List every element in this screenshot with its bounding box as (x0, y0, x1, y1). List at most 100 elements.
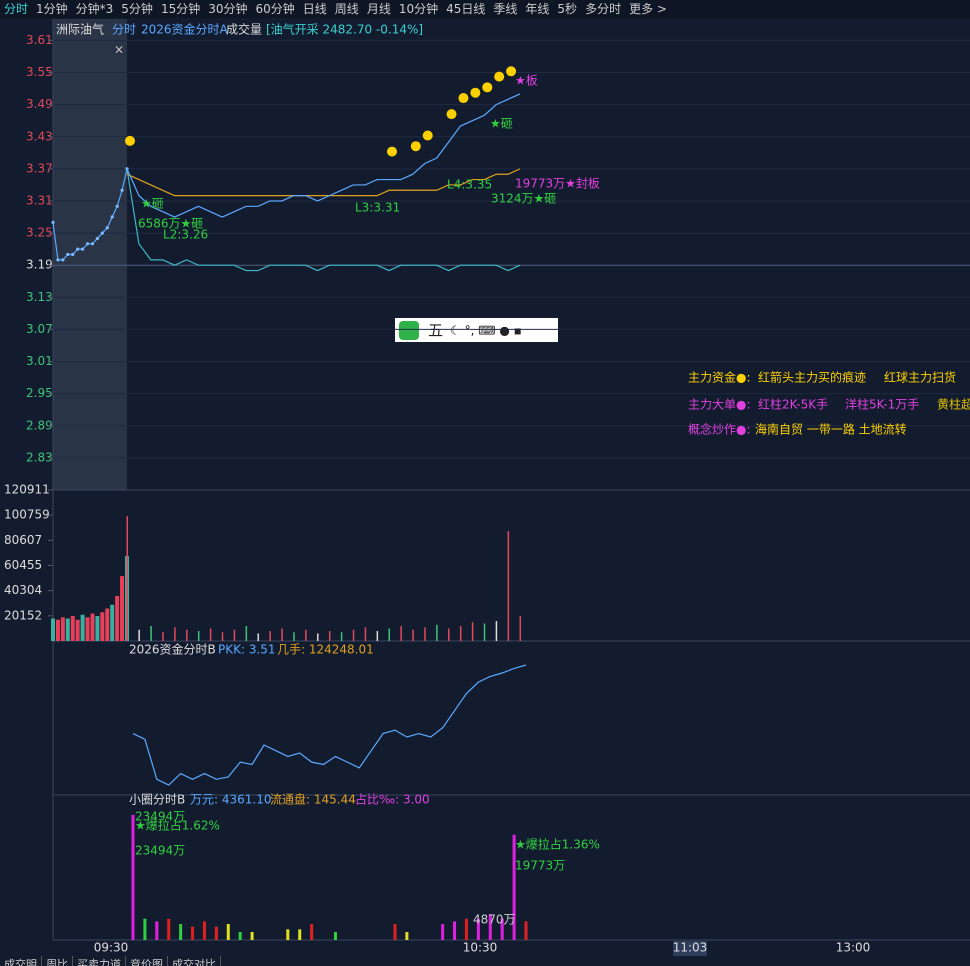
volume-bar (281, 628, 283, 641)
flow-bar (191, 926, 195, 940)
time-label: 13:00 (836, 941, 871, 955)
premarket-dot (66, 252, 70, 257)
volume-bar (115, 596, 120, 641)
signal-dot (422, 130, 433, 141)
annotation: L3:3.31 (355, 201, 400, 215)
toolbar-tab[interactable]: 多分时 (585, 2, 622, 16)
time-label: 11:03 (673, 941, 708, 955)
volume-bar (352, 629, 355, 641)
annotation: 3124万★砸 (491, 192, 556, 206)
flow-bar (214, 926, 218, 940)
signal-dot (125, 135, 135, 146)
ime-logo (399, 321, 419, 340)
ime-mode: 五 (428, 322, 443, 340)
toolbar-tab[interactable]: 5分钟 (121, 2, 153, 16)
premarket-dot (76, 247, 80, 251)
volume-bar (519, 616, 521, 641)
volume-bar (400, 626, 402, 641)
volume-bar (305, 629, 307, 641)
toolbar-tab[interactable]: 月线 (366, 2, 391, 16)
y-tick-label: 40304 (4, 583, 42, 597)
volume-bar (388, 628, 390, 641)
flow-bar (524, 921, 528, 940)
bottom-tab[interactable]: 竞价图 (126, 956, 168, 966)
volume-bar (483, 623, 486, 641)
flow-bar (226, 924, 230, 940)
toolbar-tab[interactable]: 10分钟 (398, 2, 439, 16)
legend-text: 海南自贸 一带一路 土地流转 (755, 422, 907, 437)
volume-bar (70, 616, 75, 641)
bottom-tab[interactable]: 成交对比 (168, 956, 221, 966)
volume-bar (90, 613, 95, 641)
premarket-dot (51, 220, 55, 224)
toolbar-tab[interactable]: 1分钟 (36, 2, 68, 16)
chart: 洲际油气 分时 2026资金分时A 成交量 [油气开采 2482.70 -0.1… (4, 19, 970, 956)
premarket-line (52, 168, 128, 261)
tab: 分时 (112, 23, 136, 37)
flow-bar (238, 932, 242, 940)
volume-bar (436, 624, 438, 641)
ime-bar (395, 318, 558, 342)
bottom-tabs: 成交明 周比 买卖力道 竞价图 成交对比 (0, 956, 970, 966)
volume-bar (245, 626, 248, 641)
y-tick-label: 3.61 (26, 33, 53, 47)
close[interactable]: × (114, 43, 124, 57)
bottom-tab[interactable]: 买卖力道 (73, 956, 126, 966)
y-tick-label: 2.83 (26, 450, 53, 464)
toolbar-tab[interactable]: 60分钟 (255, 2, 295, 16)
flow-bar (155, 921, 159, 940)
signal-dot (446, 109, 457, 120)
volume-bar (233, 629, 236, 641)
toolbar-tab[interactable]: 45日线 (446, 2, 486, 16)
y-tick-label: 3.13 (26, 290, 53, 304)
volume-bar (495, 621, 498, 641)
legend-text: 主力资金●: (688, 370, 751, 385)
toolbar-tab[interactable]: 更多 > (629, 2, 667, 16)
toolbar-tab[interactable]: 分时 (4, 2, 29, 16)
flow-bar (453, 921, 457, 940)
annotation: ★砸 (490, 117, 513, 131)
toolbar-tab[interactable]: 5秒 (557, 2, 578, 16)
legend-text: 主力大单●: (688, 398, 751, 412)
flow-bar (298, 929, 302, 940)
annotation: 6586万★砸 (138, 217, 203, 231)
annotation: L2:3.26 (163, 228, 208, 242)
volume-bar (174, 627, 176, 641)
volume-bar (328, 631, 331, 641)
volume-bar (209, 628, 212, 641)
panel-label: 几手: 124248.01 (277, 643, 374, 657)
ime-icons: ☾ °, ⌨ ● ▪ (450, 324, 522, 338)
sector: [油气开采 2482.70 -0.14%] (266, 22, 423, 37)
legend-text: 红柱2K-5K手 (758, 397, 828, 412)
bottom-tab[interactable]: 成交明 (0, 956, 42, 966)
signal-dot (387, 146, 397, 157)
volume-bar (95, 616, 100, 641)
volume-bar (100, 612, 105, 641)
toolbar-tab[interactable]: 周线 (334, 2, 359, 16)
volume-label: 成交量 (226, 22, 262, 37)
flow-bar (500, 918, 504, 940)
bottom-tab[interactable]: 周比 (42, 956, 73, 966)
toolbar-tab[interactable]: 年线 (525, 2, 550, 16)
toolbar-tab[interactable]: 15分钟 (160, 2, 201, 16)
annotation: 19773万 (515, 859, 565, 873)
volume-bar (317, 633, 319, 641)
price-line (126, 93, 521, 218)
toolbar-tab[interactable]: 季线 (493, 2, 518, 16)
toolbar-tab[interactable]: 日线 (302, 2, 327, 16)
toolbar-tab[interactable]: 分钟*3 (75, 2, 114, 16)
flow-bar (131, 815, 135, 940)
y-tick-label: 3.01 (26, 354, 53, 368)
y-tick-label: 20152 (4, 608, 42, 622)
toolbar-tab[interactable]: 30分钟 (208, 2, 248, 16)
premarket-dot (110, 215, 114, 219)
premarket-dot (105, 226, 109, 230)
annotation: 19773万★封板 (515, 177, 600, 191)
flow-bar (441, 924, 445, 940)
volume-bar (120, 576, 125, 641)
toolbar: 分时 1分钟 分钟*3 5分钟 15分钟 30分钟 60分钟 日线 周线 月线 10分钟 45日线 季线… (0, 0, 970, 18)
y-tick-label: 2.95 (26, 386, 53, 400)
y-tick-label: 3.25 (26, 226, 53, 240)
indicator: 2026资金分时A (141, 22, 229, 37)
